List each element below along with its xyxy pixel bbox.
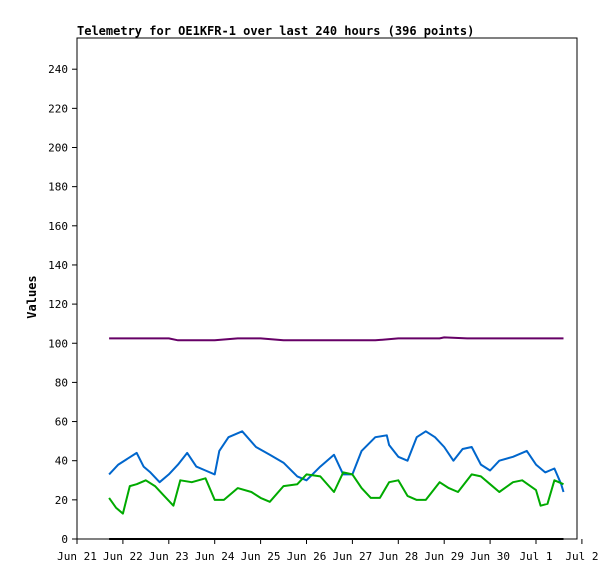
y-tick-label: 220 xyxy=(48,102,68,115)
plot-frame xyxy=(76,37,578,540)
x-tick-label: Jun 26 xyxy=(287,550,327,563)
x-tick-label: Jun 24 xyxy=(195,550,235,563)
y-tick-label: 140 xyxy=(48,259,68,272)
x-tick-label: Jul 2 xyxy=(565,550,598,563)
x-tick-label: Jun 30 xyxy=(470,550,510,563)
y-axis: 0 20 40 60 80 100 120 140 160 180 200 220 240 xyxy=(48,63,77,546)
y-tick-label: 180 xyxy=(48,181,68,194)
y-tick-label: 120 xyxy=(48,298,68,311)
y-tick-label: 0 xyxy=(61,533,68,546)
y-tick-label: 100 xyxy=(48,337,68,350)
y-tick-label: 240 xyxy=(48,63,68,76)
y-tick-label: 160 xyxy=(48,220,68,233)
x-tick-label: Jun 22 xyxy=(103,550,143,563)
y-axis-label: Values xyxy=(25,275,39,319)
x-tick-label: Jun 27 xyxy=(333,550,373,563)
x-axis: Jun 21 Jun 22 Jun 23 Jun 24 Jun 25 Jun 26 Jun … xyxy=(57,539,598,563)
x-tick-label: Jun 21 xyxy=(57,550,97,563)
x-tick-label: Jun 23 xyxy=(149,550,189,563)
y-tick-label: 200 xyxy=(48,142,68,155)
y-tick-label: 80 xyxy=(55,376,68,389)
chart-title: Telemetry for OE1KFR-1 over last 240 hou… xyxy=(77,24,475,38)
series-line-1 xyxy=(108,430,565,493)
x-tick-label: Jul 1 xyxy=(519,550,552,563)
series-lines xyxy=(108,336,565,540)
x-tick-label: Jun 28 xyxy=(378,550,418,563)
x-tick-label: Jun 25 xyxy=(241,550,281,563)
y-tick-label: 60 xyxy=(55,416,68,429)
y-tick-label: 40 xyxy=(55,455,68,468)
y-tick-label: 20 xyxy=(55,494,68,507)
series-line-0 xyxy=(109,336,564,342)
x-tick-label: Jun 29 xyxy=(424,550,464,563)
series-line-2 xyxy=(108,471,564,515)
